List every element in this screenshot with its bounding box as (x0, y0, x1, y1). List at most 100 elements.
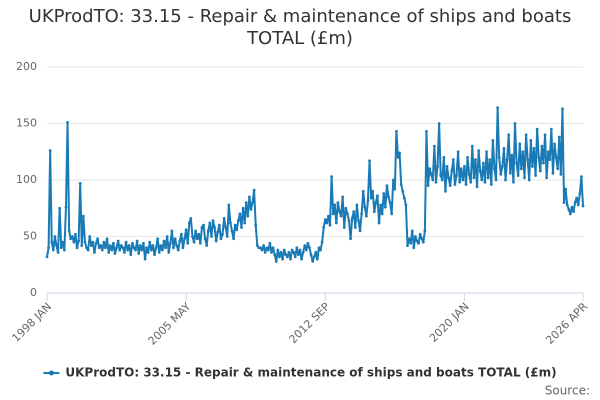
data-point (535, 127, 539, 131)
data-point (195, 237, 199, 241)
data-point (279, 250, 283, 254)
data-point (565, 203, 569, 207)
data-point (140, 248, 144, 252)
data-point (387, 195, 390, 199)
data-point (274, 259, 278, 263)
data-point (296, 253, 300, 256)
data-point (149, 248, 153, 252)
data-point (175, 244, 179, 247)
data-point (62, 248, 66, 252)
data-point (285, 255, 289, 259)
data-point (271, 246, 275, 250)
data-point (382, 192, 386, 195)
data-point (333, 203, 337, 207)
data-point (458, 180, 462, 184)
data-point (289, 257, 292, 261)
data-point (55, 244, 58, 247)
data-point (418, 232, 422, 236)
data-point (353, 226, 357, 229)
data-point (309, 253, 313, 256)
data-point (317, 246, 321, 250)
data-point (130, 241, 134, 245)
data-point (70, 235, 74, 238)
data-point (200, 226, 204, 229)
data-point (542, 161, 545, 165)
data-point (497, 156, 501, 159)
data-point (538, 169, 542, 173)
data-point (537, 156, 541, 159)
data-point (273, 253, 277, 256)
data-point (113, 252, 117, 255)
data-point (312, 255, 316, 259)
data-point (570, 205, 574, 209)
data-point (251, 201, 254, 205)
data-point (350, 217, 354, 220)
data-point (74, 232, 77, 236)
data-point (447, 176, 451, 180)
data-point (467, 172, 471, 176)
data-point (512, 180, 515, 184)
data-point (338, 210, 341, 214)
data-point (383, 205, 387, 209)
data-point (246, 214, 250, 218)
data-point (559, 172, 563, 176)
data-point (523, 176, 526, 180)
data-point (77, 239, 81, 243)
data-point (227, 203, 231, 207)
data-point (232, 237, 235, 241)
data-point (341, 195, 345, 199)
data-point (184, 228, 188, 232)
data-point (173, 237, 177, 241)
data-point (372, 210, 376, 214)
data-point (478, 169, 482, 173)
data-point (466, 156, 469, 159)
data-point (459, 167, 463, 171)
data-point (93, 250, 96, 254)
data-point (153, 253, 156, 256)
data-point (464, 183, 468, 186)
data-point (260, 248, 264, 252)
x-tick-label: 2012 SEP (287, 300, 333, 346)
data-point (298, 248, 302, 252)
data-point (420, 237, 424, 241)
data-point (499, 172, 503, 176)
data-point (107, 250, 111, 254)
data-point (303, 244, 307, 247)
data-point (376, 194, 379, 198)
data-point (494, 178, 498, 182)
data-point (572, 210, 575, 214)
data-point (437, 122, 441, 125)
data-point (515, 161, 518, 165)
data-point (331, 212, 335, 216)
data-point (396, 156, 400, 159)
data-point (221, 232, 224, 236)
data-point (562, 201, 566, 205)
data-point (540, 144, 544, 148)
data-point (198, 241, 202, 245)
data-point (347, 219, 351, 223)
data-point (374, 201, 378, 205)
data-point (97, 246, 101, 250)
data-point (129, 253, 133, 256)
data-point (124, 240, 128, 244)
data-point (573, 201, 577, 205)
data-point (361, 189, 365, 193)
data-point (126, 248, 130, 252)
data-point (532, 146, 536, 150)
data-point (369, 196, 373, 200)
data-point (85, 246, 88, 250)
data-point (241, 206, 245, 210)
data-point (349, 237, 352, 241)
data-point (157, 250, 161, 254)
data-point (543, 133, 547, 137)
data-point (564, 187, 568, 191)
data-point (406, 244, 409, 247)
data-point (88, 235, 92, 238)
data-point (168, 241, 172, 245)
data-point (534, 174, 537, 177)
data-point (393, 187, 397, 191)
data-point (548, 158, 552, 162)
data-point (549, 127, 553, 131)
data-point (268, 241, 272, 245)
